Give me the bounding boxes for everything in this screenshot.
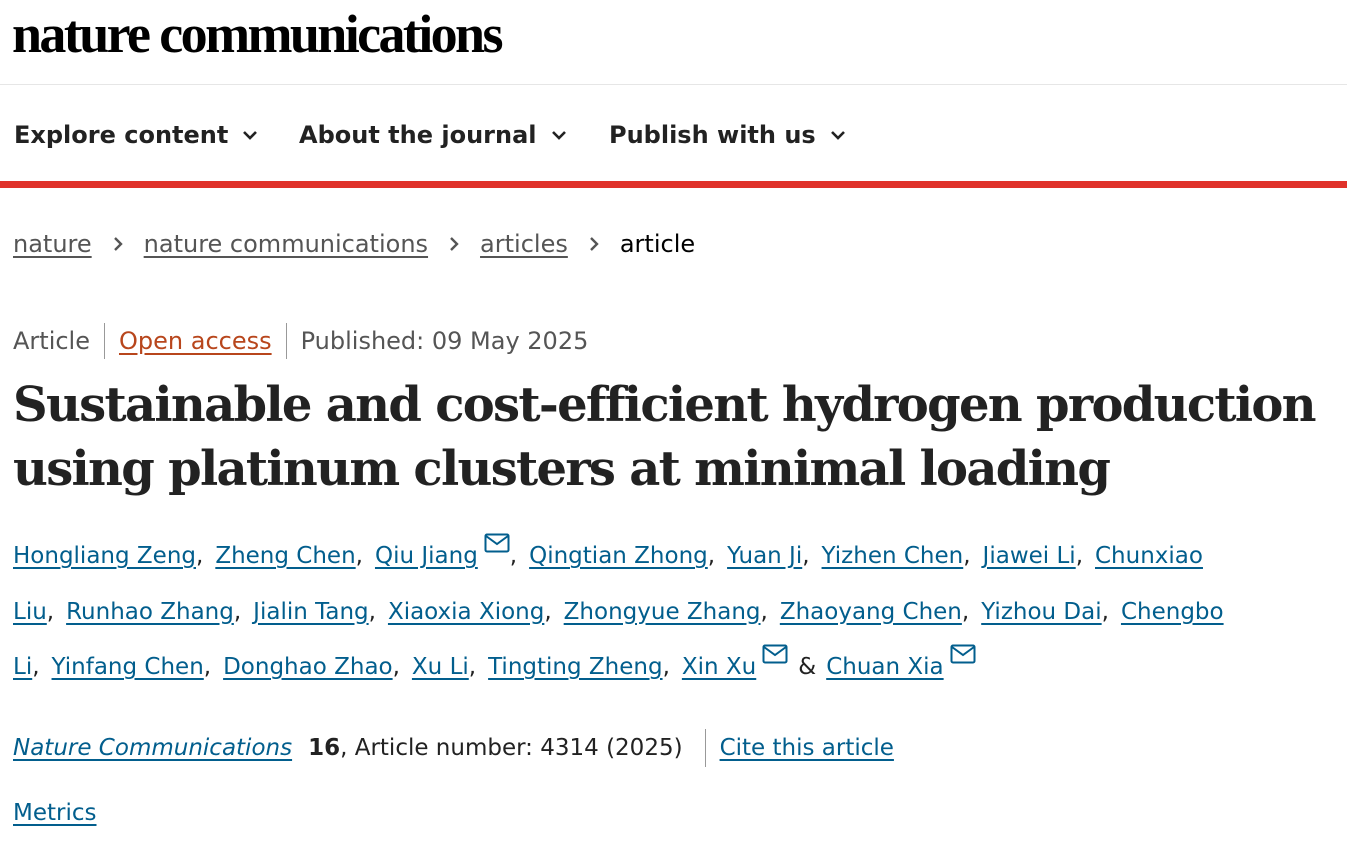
author-link[interactable]: Qingtian Zhong [529, 543, 708, 569]
author-link[interactable]: Runhao Zhang [66, 598, 234, 625]
author-link[interactable]: Zhaoyang Chen [779, 598, 962, 625]
volume: 16 [308, 735, 341, 761]
author-link[interactable]: Zheng Chen [215, 543, 356, 569]
journal-logo[interactable]: nature communications [12, 4, 504, 64]
nav-item-label: Publish with us [609, 121, 816, 149]
author-separator: , [46, 598, 55, 625]
author-separator: , [544, 598, 552, 625]
metrics-link[interactable]: Metrics [13, 800, 97, 826]
author-link[interactable]: Yinfang Chen [51, 654, 204, 680]
mail-icon[interactable] [950, 644, 976, 664]
author-separator: , [392, 654, 400, 680]
citation-line: Nature Communications 16 , Article numbe… [13, 728, 894, 768]
author-separator: , [32, 654, 40, 680]
author-separator: , [662, 654, 670, 680]
author-link[interactable]: Xin Xu [681, 654, 757, 680]
article-meta: Article Open access Published: 09 May 20… [13, 322, 588, 360]
accent-divider [0, 181, 1347, 188]
chevron-right-icon [450, 237, 459, 251]
chevron-right-icon [113, 237, 123, 251]
cite-this-article-link[interactable]: Cite this article [719, 735, 894, 761]
author-separator: , [963, 543, 971, 569]
nav-item-label: About the journal [299, 121, 537, 149]
author-link[interactable]: Yuan Ji [727, 543, 803, 569]
author-link[interactable]: Chunxiao Liu [13, 543, 1203, 625]
chevron-right-icon [589, 237, 599, 251]
breadcrumb-link-articles[interactable]: articles [480, 230, 568, 258]
author-link[interactable]: Tingting Zheng [488, 654, 663, 680]
author-link[interactable]: Jiawei Li [982, 543, 1076, 569]
author-separator: , [509, 543, 518, 569]
author-link[interactable]: Yizhou Dai [981, 598, 1102, 625]
author-separator: , [707, 543, 716, 569]
author-link[interactable]: Yizhen Chen [821, 543, 964, 569]
published-date: Published: 09 May 2025 [300, 327, 589, 355]
journal-link[interactable]: Nature Communications [13, 735, 293, 761]
nav-item-label: Explore content [14, 121, 229, 149]
open-access-link[interactable]: Open access [119, 327, 272, 355]
chevron-down-icon [243, 131, 258, 140]
author-separator: , [1075, 543, 1083, 569]
author-link[interactable]: Xu Li [411, 654, 469, 680]
nav-publish-with-us[interactable]: Publish with us [609, 118, 848, 152]
author-separator: , [368, 598, 376, 625]
author-separator: , [355, 543, 363, 569]
author-link[interactable]: Donghao Zhao [223, 654, 393, 680]
author-separator: , [1101, 598, 1109, 625]
mail-icon[interactable] [762, 644, 788, 664]
author-link[interactable]: Qiu Jiang [374, 543, 478, 569]
nav-about-journal[interactable]: About the journal [299, 118, 569, 152]
author-separator: , [233, 598, 242, 625]
breadcrumb-link-journal[interactable]: nature communications [143, 230, 429, 258]
author-separator: , [203, 654, 212, 680]
breadcrumb: nature nature communications articles ar… [13, 228, 695, 260]
article-type: Article [13, 327, 90, 355]
author-link[interactable]: Zhongyue Zhang [563, 598, 761, 625]
author-link[interactable]: Xiaoxia Xiong [387, 598, 545, 625]
citation-divider [704, 729, 706, 767]
chevron-down-icon [551, 131, 566, 140]
meta-divider [285, 323, 287, 359]
mail-icon[interactable] [484, 533, 510, 553]
author-separator: , [802, 543, 810, 569]
author-separator: , [196, 543, 204, 569]
breadcrumb-link-nature[interactable]: nature [13, 230, 92, 258]
author-link[interactable]: Hongliang Zeng [13, 543, 196, 569]
meta-divider [104, 323, 105, 359]
author-separator: , [760, 598, 768, 625]
site-header: nature communications [0, 0, 1347, 85]
author-link[interactable]: Jialin Tang [253, 598, 369, 625]
article-number: , Article number: 4314 (2025) [340, 735, 683, 761]
author-separator: , [468, 654, 477, 680]
author-list: Hongliang Zeng, Zheng Chen, Qiu Jiang, Qing… [13, 529, 1333, 696]
author-separator: & [798, 654, 817, 680]
breadcrumb-current: article [619, 230, 696, 258]
article-title: Sustainable and cost-efficient hydrogen … [13, 377, 1317, 497]
chevron-down-icon [830, 131, 845, 140]
author-link[interactable]: Chuan Xia [826, 654, 944, 680]
nav-explore-content[interactable]: Explore content [14, 118, 260, 152]
author-link[interactable]: Chengbo Li [13, 598, 1224, 681]
main-nav: Explore content About the journal Publis… [0, 85, 1347, 182]
author-separator: , [961, 598, 970, 625]
